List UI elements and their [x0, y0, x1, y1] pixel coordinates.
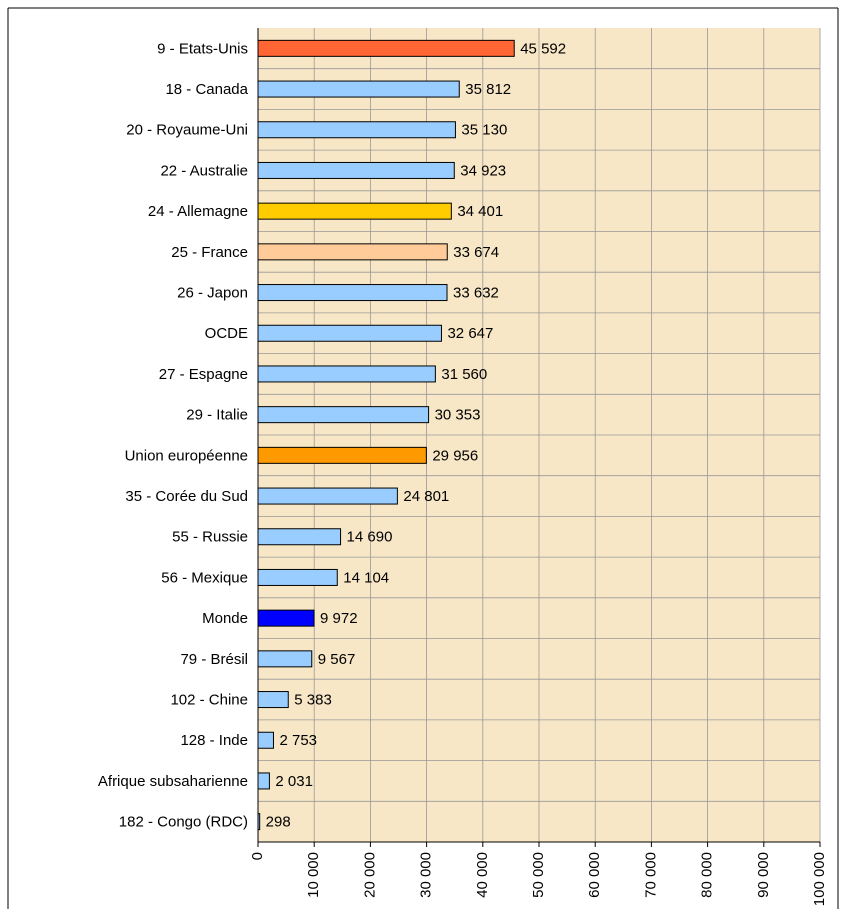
bar: [257, 121, 456, 139]
bar: [257, 406, 430, 424]
value-label: 30 353: [435, 407, 481, 424]
y-tick-label: 27 - Espagne: [159, 366, 248, 383]
y-tick-label: Monde: [202, 610, 248, 627]
x-tick-label: 60 000: [586, 852, 603, 898]
value-label: 14 104: [343, 569, 389, 586]
value-label: 14 690: [347, 529, 393, 546]
value-label: 34 401: [457, 203, 503, 220]
value-label: 33 674: [453, 244, 499, 261]
value-label: 29 956: [432, 447, 478, 464]
value-label: 2 031: [275, 773, 313, 790]
y-tick-label: 56 - Mexique: [161, 569, 248, 586]
y-tick-label: Afrique subsaharienne: [98, 773, 248, 790]
x-tick-label: 0: [249, 852, 266, 860]
y-tick-label: 128 - Inde: [180, 732, 248, 749]
y-tick-label: 20 - Royaume-Uni: [126, 122, 248, 139]
y-tick-label: 25 - France: [171, 244, 248, 261]
x-tick-label: 20 000: [361, 852, 378, 898]
bar: [257, 161, 455, 179]
bar: [257, 609, 315, 627]
bar: [257, 691, 289, 709]
bar: [257, 80, 460, 98]
bar: [257, 813, 261, 831]
x-tick-label: 40 000: [474, 852, 491, 898]
value-label: 9 567: [318, 651, 356, 668]
y-tick-label: 79 - Brésil: [180, 651, 248, 668]
value-label: 2 753: [279, 732, 317, 749]
y-tick-label: 35 - Corée du Sud: [125, 488, 248, 505]
value-label: 35 130: [461, 122, 507, 139]
bar: [257, 324, 442, 342]
value-label: 35 812: [465, 81, 511, 98]
y-tick-label: 29 - Italie: [186, 407, 248, 424]
bar: [257, 365, 436, 383]
y-tick-label: 102 - Chine: [170, 692, 248, 709]
y-tick-label: 55 - Russie: [172, 529, 248, 546]
value-label: 298: [266, 814, 291, 831]
bar: [257, 39, 515, 57]
bar: [257, 243, 448, 261]
value-label: 5 383: [294, 692, 332, 709]
bar: [257, 772, 270, 790]
y-tick-label: 24 - Allemagne: [148, 203, 248, 220]
y-tick-label: 18 - Canada: [165, 81, 248, 98]
bar: [257, 568, 338, 586]
bar: [257, 487, 398, 505]
y-tick-label: 9 - Etats-Unis: [157, 40, 248, 57]
x-tick-label: 100 000: [811, 852, 828, 906]
bar: [257, 202, 452, 220]
y-tick-label: 26 - Japon: [177, 285, 248, 302]
value-label: 33 632: [453, 285, 499, 302]
value-label: 45 592: [520, 40, 566, 57]
y-tick-label: OCDE: [205, 325, 248, 342]
value-label: 24 801: [403, 488, 449, 505]
x-tick-label: 30 000: [418, 852, 435, 898]
bar: [257, 528, 342, 546]
bar: [257, 650, 313, 668]
value-label: 32 647: [447, 325, 493, 342]
bar: [257, 731, 274, 749]
value-label: 9 972: [320, 610, 358, 627]
y-tick-label: Union européenne: [125, 447, 248, 464]
x-tick-label: 10 000: [305, 852, 322, 898]
bar: [257, 446, 427, 464]
x-tick-label: 90 000: [755, 852, 772, 898]
y-tick-label: 22 - Australie: [160, 162, 248, 179]
bar: [257, 284, 448, 302]
x-tick-label: 70 000: [642, 852, 659, 898]
value-label: 31 560: [441, 366, 487, 383]
x-tick-label: 80 000: [699, 852, 716, 898]
y-tick-label: 182 - Congo (RDC): [119, 814, 248, 831]
x-tick-label: 50 000: [530, 852, 547, 898]
value-label: 34 923: [460, 162, 506, 179]
